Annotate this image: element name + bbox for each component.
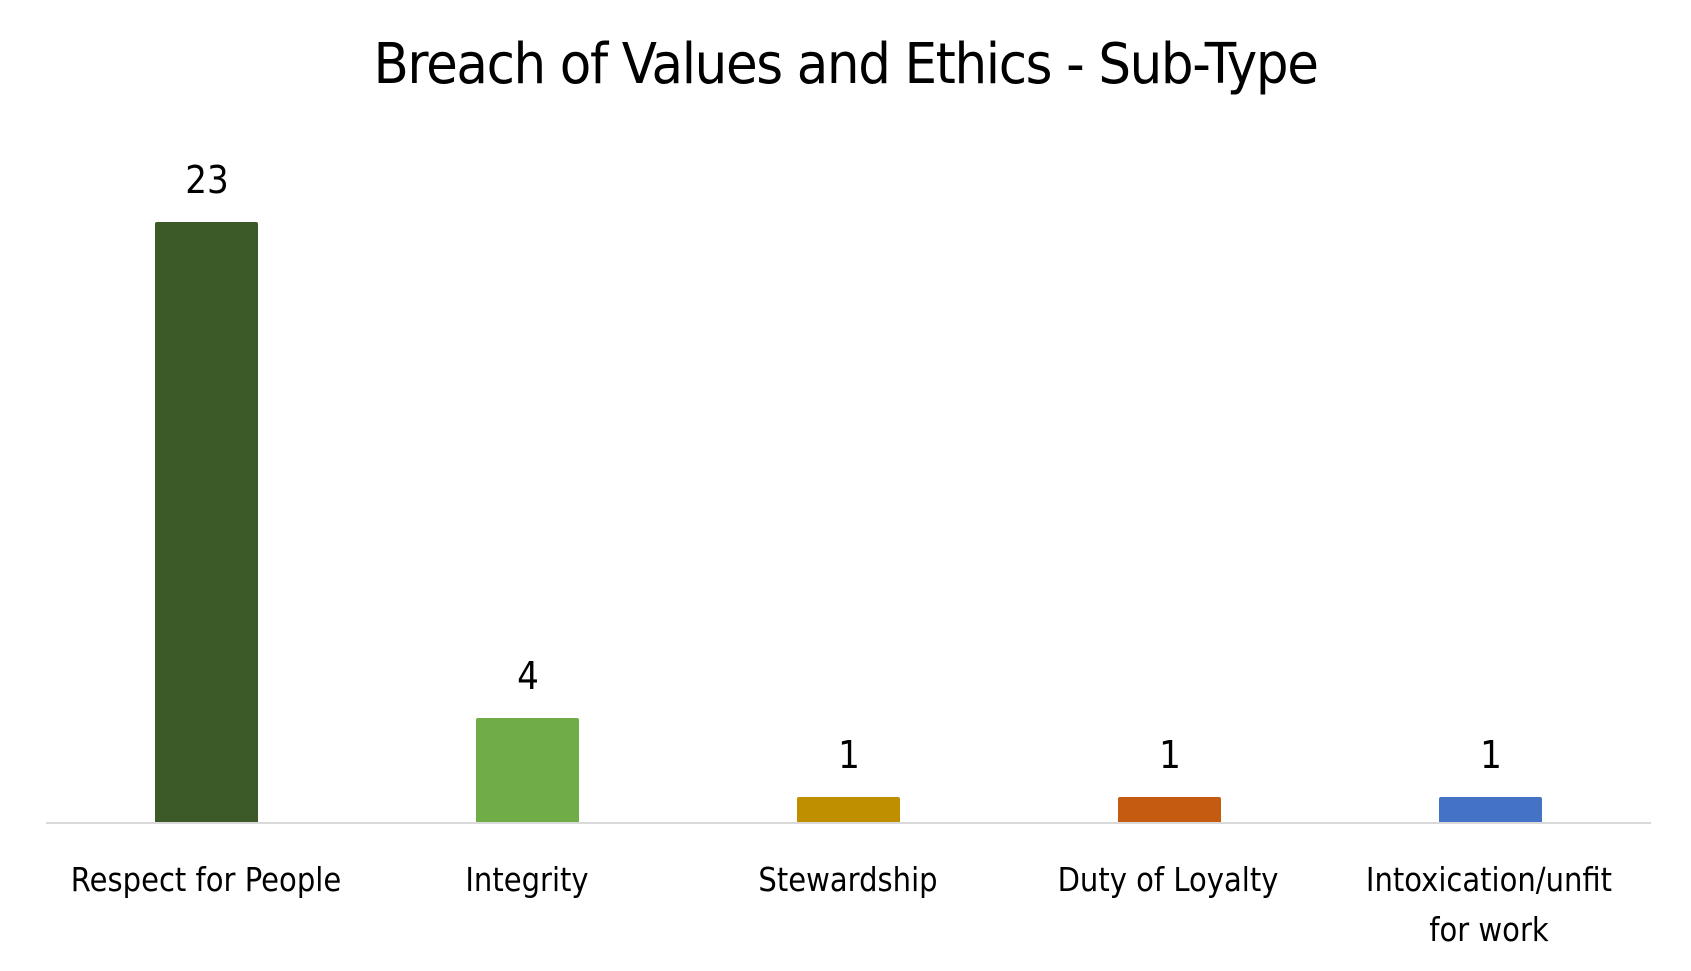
chart-title: Breach of Values and Ethics - Sub-Type [373,32,1318,97]
category-label: Intoxication/unfit for work [1348,855,1630,955]
x-axis-line [46,822,1651,824]
bar [476,718,579,823]
category-label: Duty of Loyalty [1057,860,1279,899]
data-label: 1 [837,733,860,777]
data-label: 1 [1158,733,1181,777]
bar [1118,797,1221,823]
category-label: Integrity [465,860,589,899]
data-label: 1 [1479,733,1502,777]
plot-area: 23 4 1 1 1 [46,140,1651,823]
bar [797,797,900,823]
category-label-line: for work [1429,910,1549,949]
bar [155,222,258,823]
category-label: Stewardship [758,860,938,899]
category-label: Respect for People [70,860,342,899]
bar [1439,797,1542,823]
category-label-line: Intoxication/unfit [1365,860,1613,899]
data-label: 23 [184,158,229,202]
data-label: 4 [516,654,539,698]
